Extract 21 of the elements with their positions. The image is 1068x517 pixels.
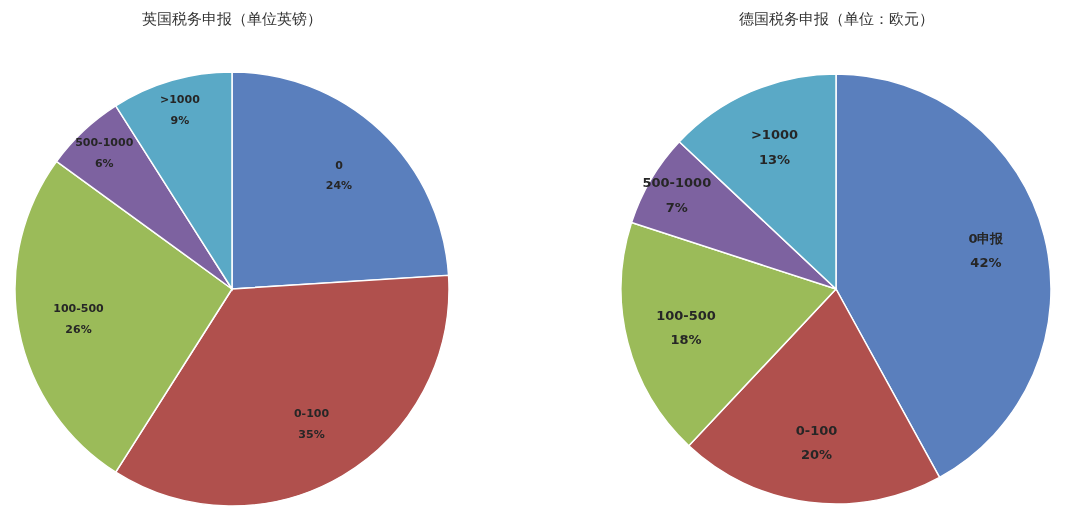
data-label: 42% (970, 255, 1002, 271)
chart-title: 德国税务申报（单位：欧元） (738, 10, 934, 28)
data-label: 26% (65, 322, 92, 336)
data-label: 20% (801, 447, 833, 463)
data-label: 6% (94, 157, 114, 171)
slice-label: 0申报 (968, 230, 1005, 246)
data-label: 24% (325, 179, 353, 193)
data-label: 18% (670, 332, 702, 348)
data-label: 9% (170, 114, 190, 128)
slice-label: 500-1000 (75, 136, 134, 150)
slice-label: >1000 (160, 93, 201, 107)
slice-label: 100-500 (656, 307, 716, 323)
data-label: 35% (298, 427, 325, 441)
slice-label: 0 (335, 158, 344, 172)
slice-label: 0-100 (293, 406, 330, 420)
data-label: 13% (758, 151, 791, 167)
slice-label: >1000 (750, 127, 799, 143)
slice-label: 0-100 (795, 422, 838, 438)
chart-title: 英国税务申报（单位英镑） (142, 10, 322, 28)
data-label: 7% (665, 199, 688, 215)
slice-label: 100-500 (53, 301, 105, 315)
